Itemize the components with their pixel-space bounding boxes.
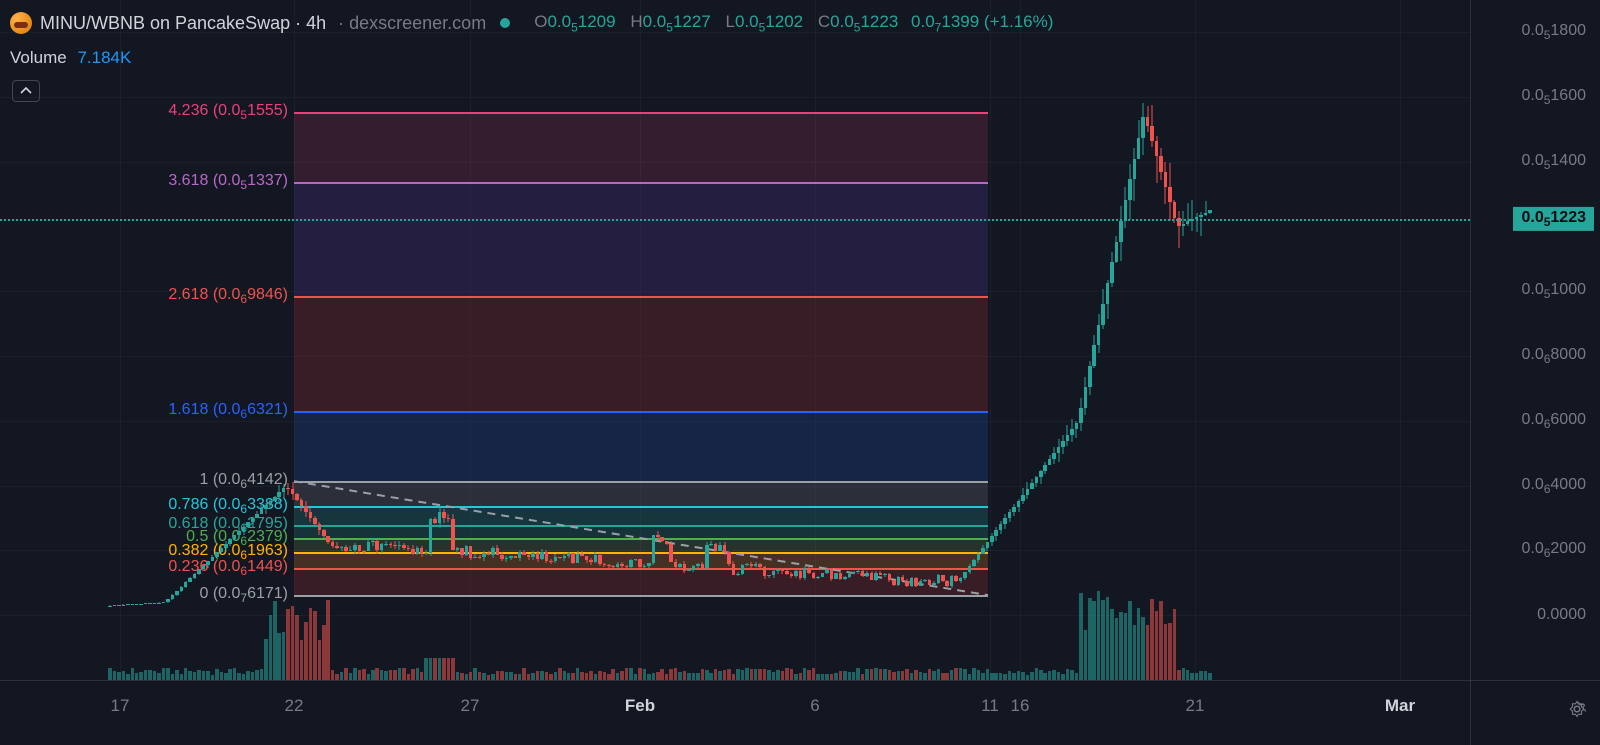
yaxis-tick: 0.051600	[1521, 87, 1586, 107]
chart-header: MINU/WBNB on PancakeSwap · 4h · dexscree…	[10, 12, 1053, 34]
yaxis-tick: 0.066000	[1521, 411, 1586, 431]
yaxis-tick: 0.0000	[1537, 606, 1586, 624]
xaxis-tick: 21	[1186, 696, 1205, 716]
xaxis-tick: 16	[1011, 696, 1030, 716]
chevron-up-icon	[20, 87, 32, 95]
chart-plot-area[interactable]: 4.236 (0.051555)3.618 (0.051337)2.618 (0…	[0, 0, 1470, 680]
yaxis-tick: 0.062000	[1521, 540, 1586, 560]
xaxis-tick: 22	[285, 696, 304, 716]
token-icon	[10, 12, 32, 34]
candles-layer	[0, 0, 1470, 680]
price-axis[interactable]: 0.051800 0.051600 0.051400 0.051223 0.051000…	[1470, 0, 1600, 680]
gear-icon	[1568, 700, 1586, 718]
xaxis-tick: Feb	[625, 696, 655, 716]
yaxis-tick: 0.068000	[1521, 346, 1586, 366]
yaxis-tick: 0.051000	[1521, 281, 1586, 301]
xaxis-tick: 11	[981, 696, 999, 716]
xaxis-tick: 17	[111, 696, 130, 716]
yaxis-tick: 0.051400	[1521, 152, 1586, 172]
ohlc-readout: O0.051209 H0.051227 L0.051202 C0.051223 …	[524, 12, 1053, 34]
time-axis[interactable]: 17 22 27 Feb 6 11 16 21 Mar	[0, 688, 1470, 728]
collapse-button[interactable]	[12, 80, 40, 102]
status-dot-icon	[500, 18, 510, 28]
volume-readout: Volume 7.184K	[10, 48, 131, 68]
xaxis-tick: 27	[461, 696, 480, 716]
current-price-line	[0, 219, 1470, 221]
current-price-tag: 0.051223	[1513, 207, 1594, 231]
source-label: · dexscreener.com	[338, 13, 486, 34]
pair-title[interactable]: MINU/WBNB on PancakeSwap · 4h	[40, 13, 326, 34]
axis-divider-v	[1470, 0, 1471, 745]
yaxis-tick: 0.051800	[1521, 22, 1586, 42]
xaxis-tick: 6	[810, 696, 819, 716]
xaxis-tick: Mar	[1385, 696, 1415, 716]
yaxis-tick: 0.064000	[1521, 476, 1586, 496]
settings-button[interactable]	[1568, 700, 1586, 723]
axis-divider-h	[0, 680, 1600, 681]
